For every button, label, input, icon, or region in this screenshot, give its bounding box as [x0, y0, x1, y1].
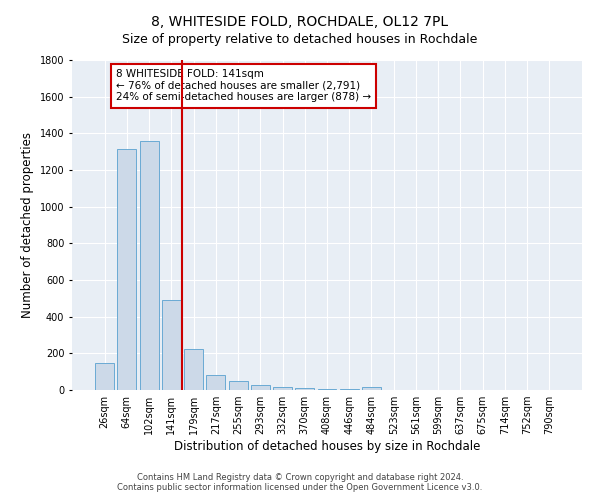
- Y-axis label: Number of detached properties: Number of detached properties: [21, 132, 34, 318]
- Bar: [206, 376, 225, 390]
- Bar: [140, 140, 158, 390]
- Bar: [362, 386, 381, 390]
- Bar: [295, 388, 314, 390]
- Bar: [229, 381, 248, 390]
- Bar: [95, 364, 114, 390]
- Text: Size of property relative to detached houses in Rochdale: Size of property relative to detached ho…: [122, 32, 478, 46]
- Bar: [317, 388, 337, 390]
- X-axis label: Distribution of detached houses by size in Rochdale: Distribution of detached houses by size …: [174, 440, 480, 453]
- Text: Contains HM Land Registry data © Crown copyright and database right 2024.
Contai: Contains HM Land Registry data © Crown c…: [118, 473, 482, 492]
- Bar: [184, 349, 203, 390]
- Bar: [118, 149, 136, 390]
- Text: 8 WHITESIDE FOLD: 141sqm
← 76% of detached houses are smaller (2,791)
24% of sem: 8 WHITESIDE FOLD: 141sqm ← 76% of detach…: [116, 69, 371, 102]
- Bar: [251, 385, 270, 390]
- Text: 8, WHITESIDE FOLD, ROCHDALE, OL12 7PL: 8, WHITESIDE FOLD, ROCHDALE, OL12 7PL: [151, 15, 449, 29]
- Bar: [340, 389, 359, 390]
- Bar: [162, 300, 181, 390]
- Bar: [273, 386, 292, 390]
